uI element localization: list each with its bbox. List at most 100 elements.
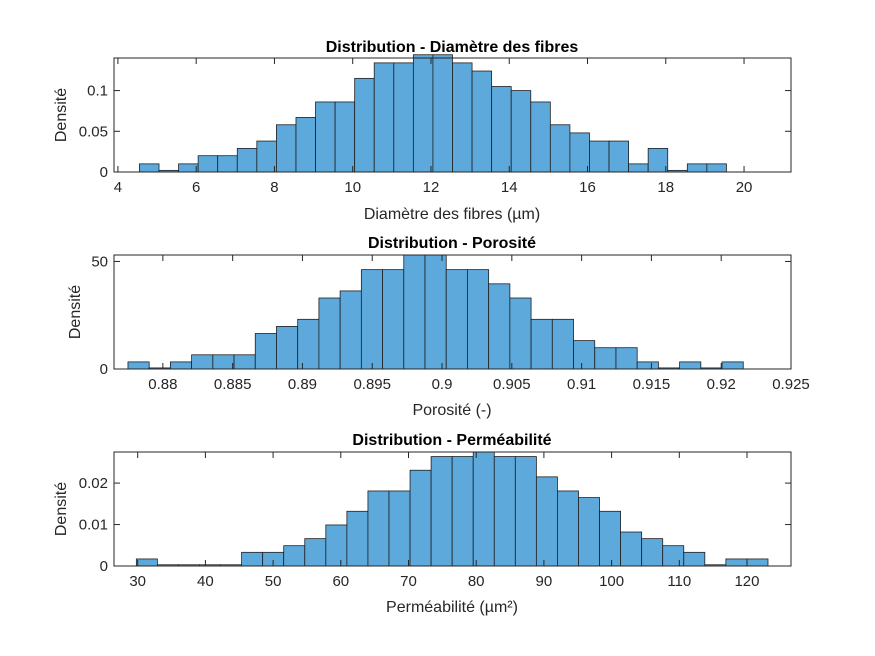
y-tick-label: 50: [91, 253, 108, 270]
histogram-panel-diameter: Distribution - Diamètre des fibres 4 6 8 10…: [53, 39, 792, 223]
chart-title: Distribution - Porosité: [368, 235, 536, 252]
histogram-bar: [530, 101, 551, 173]
histogram-bar: [573, 340, 596, 370]
histogram-bar: [241, 551, 264, 567]
y-tick-label: 0: [100, 558, 108, 575]
x-tick-label: 0.92: [707, 376, 736, 393]
x-tick-label: 8: [270, 179, 278, 196]
axes-box: [113, 451, 792, 567]
x-tick-label: 70: [400, 573, 417, 590]
x-tick-label: 0.91: [567, 376, 596, 393]
histogram-bar: [256, 140, 277, 173]
bar-group: [139, 54, 727, 173]
histogram-bar: [510, 90, 532, 173]
x-tick-label: 0.905: [493, 376, 531, 393]
x-ticks: 0.88 0.885 0.89 0.895 0.9 0.905 0.91 0.915 0.92 0…: [148, 255, 810, 393]
histogram-bar: [275, 124, 297, 173]
histogram-bar: [276, 326, 299, 370]
x-tick-label: 0.925: [772, 376, 810, 393]
histogram-bar: [297, 318, 320, 370]
histogram-bar: [139, 163, 160, 173]
histogram-bar: [135, 558, 158, 567]
histogram-bar: [530, 318, 553, 370]
histogram-bar: [725, 558, 748, 567]
histogram-bar: [509, 297, 532, 370]
histogram-bar: [315, 101, 336, 173]
histogram-bar: [451, 456, 474, 567]
y-ticks: 0 0.05 0.1: [79, 83, 791, 181]
bar-group: [127, 254, 744, 370]
axes-box: [113, 57, 792, 173]
histogram-bar: [127, 361, 150, 370]
histogram-bar: [467, 269, 490, 370]
histogram-bar: [346, 510, 369, 567]
histogram-bar: [569, 132, 590, 173]
x-tick-label: 50: [265, 573, 282, 590]
x-tick-label: 90: [536, 573, 553, 590]
histogram-bar: [254, 333, 277, 370]
histogram-bar: [647, 147, 669, 173]
histogram-bar: [721, 361, 744, 370]
histogram-bar: [283, 545, 306, 567]
x-tick-label: 110: [667, 573, 691, 590]
axes-box: [113, 254, 792, 370]
y-tick-label: 0: [100, 164, 108, 181]
histogram-bar: [472, 451, 495, 567]
x-tick-label: 0.895: [353, 376, 391, 393]
x-axis-label: Perméabilité (µm²): [386, 599, 518, 616]
histogram-bar: [535, 476, 558, 567]
x-tick-label: 100: [599, 573, 624, 590]
histogram-bar: [334, 101, 356, 173]
histogram-bar: [636, 361, 659, 370]
histogram-bar: [393, 62, 414, 173]
x-ticks: 30 40 50 60 70 80 90 100 110 120: [129, 452, 760, 590]
x-tick-label: 0.89: [288, 376, 317, 393]
x-tick-label: 20: [736, 179, 753, 196]
x-tick-label: 0.88: [148, 376, 177, 393]
histogram-bar: [217, 155, 238, 173]
histogram-bar: [197, 155, 219, 173]
histogram-bar: [373, 62, 395, 173]
y-tick-label: 0.02: [79, 475, 108, 492]
histogram-panel-permeability: Distribution - Perméabilité 30 40 50 60 70 80…: [53, 432, 792, 616]
y-ticks: 0 50: [91, 253, 791, 378]
y-axis-label: Densité: [53, 88, 70, 142]
histogram-bar: [471, 70, 493, 173]
histogram-bar: [557, 490, 579, 567]
y-ticks: 0 0.01 0.02: [79, 475, 791, 575]
x-axis-label: Porosité (-): [412, 402, 491, 419]
histogram-bar: [686, 163, 708, 173]
histogram-bar: [382, 269, 405, 370]
x-tick-label: 30: [129, 573, 146, 590]
histogram-bar: [615, 347, 638, 370]
x-axis-label: Diamètre des fibres (µm): [364, 206, 540, 223]
chart-title: Distribution - Diamètre des fibres: [326, 39, 579, 56]
histogram-bar: [578, 497, 600, 567]
histogram-bar: [452, 62, 473, 173]
y-tick-label: 0.05: [79, 123, 108, 140]
histogram-bar: [445, 269, 468, 370]
x-tick-label: 12: [423, 179, 440, 196]
histogram-bar: [360, 269, 383, 370]
x-tick-label: 16: [579, 179, 596, 196]
histogram-bar: [212, 354, 235, 370]
x-tick-label: 6: [192, 179, 200, 196]
histogram-bar: [191, 354, 214, 370]
x-tick-label: 40: [197, 573, 214, 590]
y-axis-label: Densité: [53, 482, 70, 536]
bar-group: [135, 451, 769, 567]
histogram-bar: [354, 77, 375, 173]
histogram-bar: [746, 558, 769, 567]
histogram-bar: [325, 524, 348, 567]
histogram-bar: [403, 254, 426, 370]
histogram-bar: [551, 318, 574, 370]
y-axis-label: Densité: [67, 285, 84, 339]
histogram-bar: [706, 163, 727, 173]
histogram-bar: [589, 140, 610, 173]
histogram-bar: [424, 254, 447, 370]
histogram-bar: [236, 147, 258, 173]
chart-title: Distribution - Perméabilité: [352, 432, 551, 449]
y-tick-label: 0.01: [79, 517, 108, 534]
histogram-bar: [339, 290, 362, 370]
